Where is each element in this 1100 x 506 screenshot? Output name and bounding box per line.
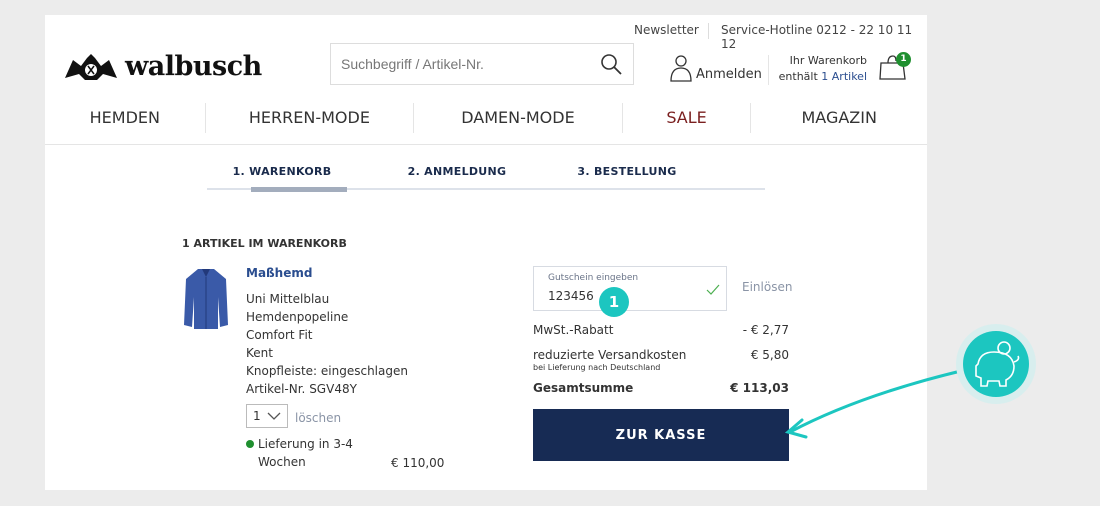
- cart-count-link[interactable]: 1 Artikel: [821, 70, 867, 83]
- coupon-label: Gutschein eingeben: [548, 273, 639, 283]
- step-warenkorb[interactable]: 1. WARENKORB: [207, 165, 357, 192]
- search-icon[interactable]: [599, 52, 623, 76]
- product-name[interactable]: Maßhemd: [246, 266, 313, 280]
- arrow-icon: [789, 368, 966, 434]
- status-dot-icon: [246, 440, 254, 448]
- delivery-weeks: Wochen: [258, 455, 306, 469]
- cart-summary[interactable]: Ihr Warenkorb enthält 1 Artikel: [777, 53, 867, 85]
- shipping-note: bei Lieferung nach Deutschland: [533, 363, 661, 372]
- quantity-select[interactable]: 1: [246, 404, 288, 428]
- delete-link[interactable]: löschen: [295, 411, 342, 425]
- nav-sale[interactable]: SALE: [623, 103, 752, 133]
- main-nav: HEMDEN HERREN-MODE DAMEN-MODE SALE MAGAZ…: [45, 103, 927, 145]
- divider: [768, 55, 769, 85]
- checkout-steps: 1. WARENKORB 2. ANMELDUNG 3. BESTELLUNG: [207, 165, 765, 192]
- nav-herren-mode[interactable]: HERREN-MODE: [206, 103, 415, 133]
- step-bestellung[interactable]: 3. BESTELLUNG: [577, 165, 677, 178]
- piggy-bank-icon: [975, 341, 1020, 387]
- newsletter-link[interactable]: Newsletter: [634, 23, 699, 37]
- cart-button[interactable]: 1: [879, 52, 911, 85]
- login-button[interactable]: Anmelden: [669, 53, 762, 83]
- chevron-down-icon: [267, 412, 281, 420]
- hotline: Service-Hotline 0212 - 22 10 11 12: [721, 23, 913, 51]
- nav-hemden[interactable]: HEMDEN: [45, 103, 206, 133]
- cart-title: 1 ARTIKEL IM WARENKORB: [182, 237, 347, 250]
- total-row: Gesamtsumme € 113,03: [533, 381, 789, 395]
- product-image[interactable]: [182, 267, 230, 331]
- coupon-value: 123456: [548, 289, 594, 303]
- cart-badge: 1: [896, 52, 911, 67]
- vat-row: MwSt.-Rabatt - € 2,77: [533, 323, 789, 337]
- search-input[interactable]: Suchbegriff / Artikel-Nr.: [330, 43, 634, 85]
- shipping-row: reduzierte Versandkosten € 5,80: [533, 348, 789, 362]
- user-icon: [670, 55, 692, 82]
- redeem-link[interactable]: Einlösen: [742, 280, 793, 294]
- logo[interactable]: walbusch: [63, 51, 262, 82]
- search-placeholder: Suchbegriff / Artikel-Nr.: [341, 56, 484, 72]
- item-price: € 110,00: [391, 456, 445, 470]
- nav-damen-mode[interactable]: DAMEN-MODE: [414, 103, 623, 133]
- step-anmeldung[interactable]: 2. ANMELDUNG: [407, 165, 507, 178]
- checkout-button[interactable]: ZUR KASSE: [533, 409, 789, 461]
- logo-text: walbusch: [125, 51, 262, 82]
- login-label: Anmelden: [696, 67, 762, 82]
- nav-magazin[interactable]: MAGAZIN: [801, 108, 877, 127]
- cart-line2: enthält: [778, 70, 822, 83]
- crest-icon: [65, 53, 117, 80]
- product-details: Uni Mittelblau Hemdenpopeline Comfort Fit K…: [246, 292, 408, 396]
- shopping-bag-icon: [879, 55, 906, 80]
- coupon-input[interactable]: Gutschein eingeben 123456 1: [533, 266, 727, 317]
- check-icon: [706, 284, 720, 295]
- step-marker: 1: [599, 287, 629, 317]
- divider: [708, 23, 709, 39]
- cart-line1: Ihr Warenkorb: [789, 54, 867, 67]
- page-card: Newsletter Service-Hotline 0212 - 22 10 …: [45, 15, 927, 490]
- delivery-status: Lieferung in 3-4: [246, 435, 353, 453]
